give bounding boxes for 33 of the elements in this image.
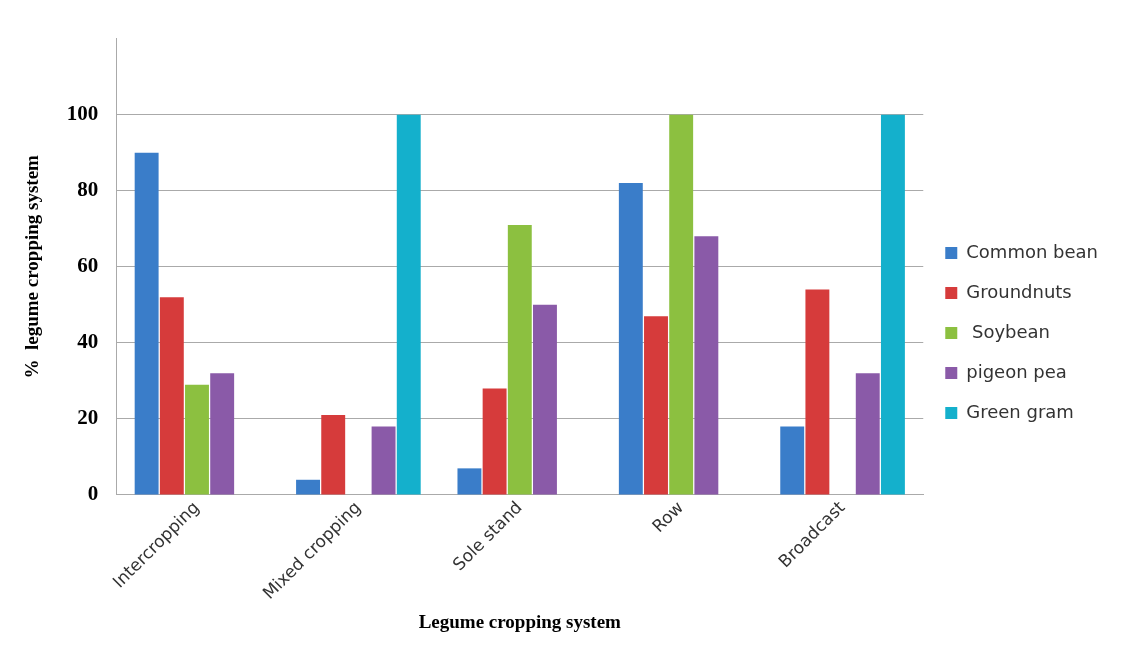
bar bbox=[210, 373, 235, 495]
legend-label: pigeon pea bbox=[966, 360, 1067, 382]
bar bbox=[805, 289, 830, 495]
bar bbox=[134, 152, 159, 495]
legend-label: Green gram bbox=[966, 400, 1074, 422]
bar bbox=[159, 297, 184, 495]
bar bbox=[507, 224, 532, 495]
y-tick-label: 20 bbox=[77, 405, 99, 430]
bar bbox=[880, 114, 905, 495]
y-axis-title: % legume cropping system bbox=[21, 154, 43, 379]
bar bbox=[396, 114, 421, 495]
y-tick-label: 80 bbox=[77, 177, 99, 202]
bar bbox=[371, 426, 396, 495]
bar bbox=[296, 479, 320, 495]
legend-label: Groundnuts bbox=[966, 280, 1072, 302]
bar bbox=[533, 304, 557, 495]
bar bbox=[618, 183, 643, 495]
y-tick-label: 40 bbox=[77, 329, 99, 354]
y-tick-label: 0 bbox=[87, 481, 99, 506]
bar bbox=[669, 114, 694, 495]
x-axis-title: Legume cropping system bbox=[418, 610, 622, 632]
bar bbox=[457, 468, 482, 495]
bar bbox=[644, 316, 668, 495]
legend-label: Common bean bbox=[966, 240, 1098, 262]
legend-label: Soybean bbox=[966, 320, 1051, 342]
bar bbox=[185, 384, 209, 495]
bar bbox=[321, 415, 346, 495]
bar bbox=[694, 236, 719, 495]
bar bbox=[482, 388, 507, 495]
y-tick-label: 60 bbox=[77, 253, 99, 278]
bar bbox=[780, 426, 805, 495]
y-tick-label: 100 bbox=[66, 101, 99, 126]
bar bbox=[855, 373, 880, 495]
